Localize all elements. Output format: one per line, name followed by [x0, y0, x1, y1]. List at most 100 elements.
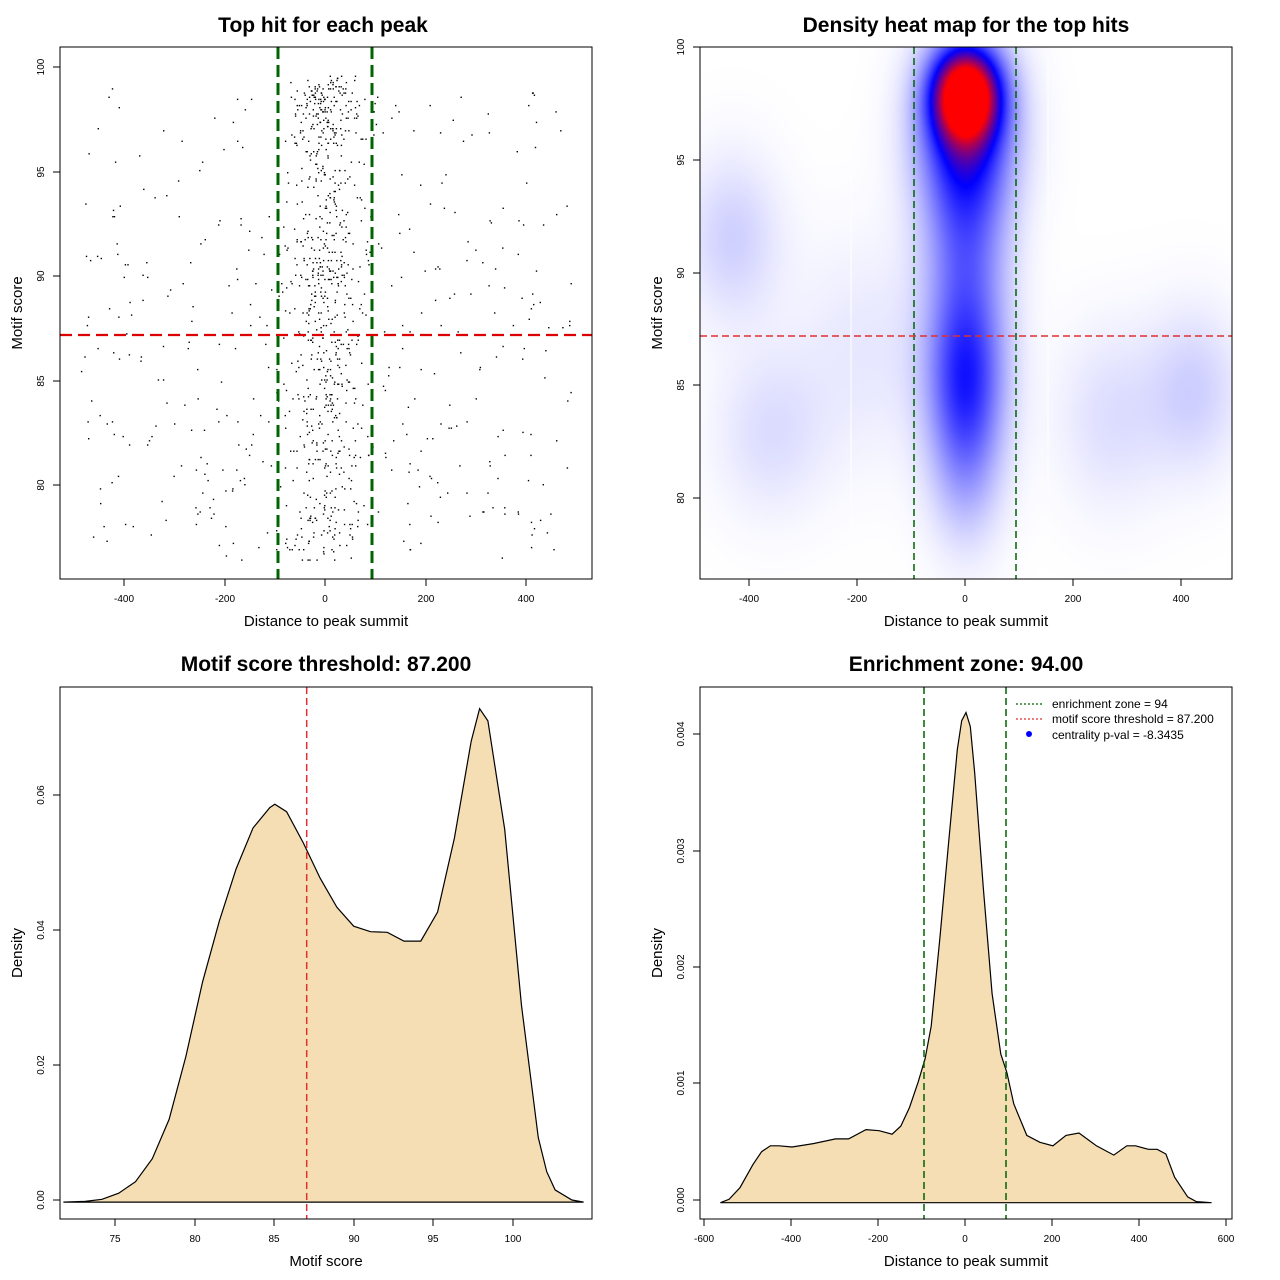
- scatter-point: [296, 203, 299, 205]
- scatter-point: [344, 303, 346, 306]
- scatter-point: [299, 132, 302, 134]
- scatter-point: [346, 272, 348, 274]
- scatter-point: [330, 394, 333, 396]
- scatter-point: [327, 157, 329, 159]
- scatter-point: [307, 236, 309, 239]
- scatter-point: [330, 360, 332, 362]
- scatter-point: [342, 88, 344, 90]
- scatter-point: [502, 429, 504, 431]
- scatter-point: [487, 113, 489, 115]
- scatter-point: [178, 216, 180, 218]
- scatter-point: [531, 534, 533, 536]
- scatter-point: [324, 109, 326, 111]
- scatter-point: [313, 128, 315, 130]
- heatmap-xtick-label: -400: [739, 594, 759, 605]
- scatter-point: [335, 100, 337, 103]
- scatter-title: Top hit for each peak: [218, 14, 428, 37]
- scatter-point: [309, 496, 312, 498]
- scatter-point: [331, 402, 334, 404]
- scatter-point: [328, 278, 331, 281]
- scatter-point: [300, 517, 302, 519]
- scatter-point: [401, 174, 403, 176]
- scatter-point: [327, 107, 330, 109]
- scatter-point: [354, 79, 356, 82]
- scatter-point: [328, 525, 330, 528]
- scatter-point: [200, 243, 202, 245]
- heatmap-title: Density heat map for the top hits: [803, 14, 1130, 37]
- scatter-point: [336, 259, 338, 262]
- scatter-point: [469, 515, 471, 517]
- scatter-point: [355, 465, 357, 467]
- scatter-point: [328, 268, 330, 270]
- scatter-point: [140, 356, 143, 358]
- scatter-point: [329, 471, 332, 473]
- scatter-point: [492, 507, 494, 509]
- scatter-point: [335, 128, 338, 130]
- scatter-point: [331, 408, 333, 410]
- scatter-point: [294, 544, 296, 547]
- scatter-point: [123, 276, 125, 279]
- scatter-point: [320, 136, 322, 138]
- scatter-point: [286, 287, 288, 289]
- scatter-point: [328, 121, 330, 124]
- scatter-point: [424, 270, 426, 272]
- scatter-point: [327, 368, 329, 371]
- scatter-point: [320, 291, 322, 293]
- scatter-point: [323, 546, 325, 549]
- scatter-point: [363, 505, 365, 507]
- scatter-point: [111, 88, 114, 90]
- scatter-point: [333, 136, 335, 138]
- scatter-point: [333, 142, 335, 144]
- score-ytick-label: 0.02: [36, 1055, 47, 1075]
- scatter-point: [302, 138, 304, 140]
- scatter-point: [306, 98, 308, 101]
- score-density-y-axis: 0.00 0.02 0.04 0.06: [36, 785, 60, 1210]
- scatter-point: [369, 251, 371, 253]
- scatter-point: [214, 117, 216, 119]
- scatter-point: [494, 312, 496, 314]
- scatter-point: [407, 502, 409, 505]
- scatter-point: [331, 490, 333, 492]
- scatter-point: [305, 213, 307, 216]
- scatter-point: [488, 285, 490, 287]
- scatter-point: [113, 216, 116, 218]
- scatter-point: [349, 352, 351, 354]
- scatter-point: [338, 435, 341, 438]
- scatter-point: [89, 259, 92, 262]
- scatter-point: [430, 477, 433, 480]
- scatter-point: [312, 123, 314, 126]
- scatter-point: [285, 427, 287, 429]
- scatter-point: [362, 138, 364, 140]
- scatter-point: [334, 528, 336, 530]
- scatter-point: [426, 438, 429, 440]
- scatter-point: [530, 546, 533, 549]
- scatter-point: [409, 523, 411, 526]
- scatter-point: [324, 278, 326, 281]
- scatter-point: [200, 456, 202, 459]
- scatter-point: [308, 322, 310, 325]
- scatter-point: [302, 113, 305, 115]
- scatter-point: [331, 283, 333, 285]
- scatter-point: [311, 299, 313, 302]
- scatter-point: [315, 498, 317, 501]
- scatter-point: [528, 104, 530, 107]
- scatter-point: [330, 450, 332, 452]
- scatter-point: [325, 375, 327, 377]
- scatter-point: [367, 454, 370, 457]
- scatter-point: [413, 130, 415, 132]
- scatter-point: [393, 440, 395, 442]
- scatter-point: [259, 316, 261, 318]
- scatter-point: [307, 339, 310, 341]
- scatter-point: [116, 243, 118, 245]
- scatter-point: [330, 128, 332, 130]
- scatter-point: [316, 444, 318, 446]
- scatter-point: [530, 521, 533, 524]
- scatter-point: [521, 297, 523, 299]
- scatter-point: [232, 121, 235, 124]
- scatter-point: [317, 268, 320, 270]
- scatter-point: [439, 496, 442, 498]
- scatter-point: [327, 119, 329, 121]
- scatter-point: [340, 155, 343, 157]
- scatter-point: [460, 96, 462, 98]
- scatter-point: [334, 301, 336, 304]
